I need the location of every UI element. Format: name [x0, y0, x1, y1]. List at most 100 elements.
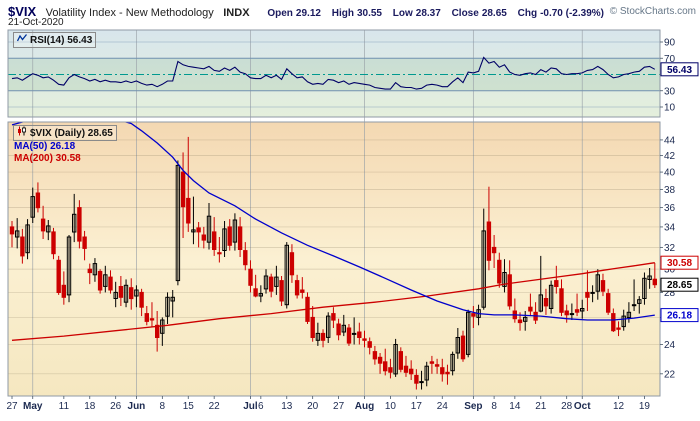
svg-text:8: 8 — [491, 401, 497, 412]
svg-text:22: 22 — [209, 401, 221, 412]
candle-body — [429, 361, 435, 364]
price-legend-box: $VIX (Daily) 28.65 — [13, 125, 117, 141]
candle-body — [9, 226, 15, 235]
rsi-legend: RSI(14) 56.43 — [13, 32, 97, 48]
x-axis-labels: 27 May 11 18 26 Jun 8 15 22 Jul 6 13 20 27 Aug 10 17 24 Se… — [6, 396, 650, 412]
candle-body — [144, 313, 150, 322]
svg-text:Jul: Jul — [243, 401, 258, 412]
candle-body — [548, 284, 554, 309]
candle-body — [289, 252, 295, 276]
svg-text:38: 38 — [664, 185, 676, 196]
candle-body — [87, 268, 92, 274]
candle-body — [507, 274, 512, 307]
svg-text:30.58: 30.58 — [667, 258, 692, 269]
chg-label: Chg — [517, 8, 538, 19]
low-label: Low — [392, 8, 413, 19]
candle-body — [554, 280, 559, 288]
candle-body — [56, 259, 61, 293]
svg-text:40: 40 — [664, 168, 676, 179]
candle-body — [77, 207, 82, 242]
candle-body — [237, 226, 243, 250]
svg-text:19: 19 — [639, 401, 651, 412]
svg-text:42: 42 — [664, 151, 676, 162]
open-label: Open — [267, 8, 293, 19]
ma200-legend-label: MA(200) 30.58 — [14, 153, 81, 164]
candle-body — [40, 218, 46, 232]
candle-body — [445, 371, 450, 375]
candle-body — [336, 323, 341, 336]
chart-date: 21-Oct-2020 — [8, 17, 64, 28]
candle-body — [455, 337, 461, 354]
candle-body — [253, 288, 258, 297]
candle-body — [502, 272, 507, 287]
candle-body — [82, 236, 87, 249]
candle-body — [341, 324, 347, 333]
title-row: $VIX Volatility Index - New Methodology … — [8, 3, 250, 21]
candle-body — [72, 213, 77, 233]
svg-text:24: 24 — [437, 401, 449, 412]
candle-body — [585, 291, 590, 298]
candle-body — [103, 274, 108, 287]
stockcharts-copyright-link[interactable]: © StockCharts.com — [609, 6, 696, 17]
candle-body — [315, 332, 321, 341]
svg-text:18: 18 — [84, 401, 96, 412]
rsi-last-value-badge — [660, 62, 699, 77]
candle-body — [538, 294, 543, 312]
candle-body — [543, 298, 549, 307]
exchange: INDX — [223, 7, 250, 19]
ma200-line — [11, 262, 655, 341]
svg-text:22: 22 — [664, 369, 676, 380]
candle-body — [66, 236, 72, 296]
candle-body — [595, 274, 600, 292]
svg-text:21: 21 — [535, 401, 547, 412]
symbol: $VIX — [8, 4, 37, 19]
candle-body — [434, 364, 440, 367]
candle-body — [652, 278, 657, 286]
candle-body — [212, 231, 217, 250]
candle-body — [294, 280, 300, 296]
candle-body — [248, 268, 253, 286]
candle-body — [481, 230, 486, 308]
svg-text:32: 32 — [664, 243, 676, 254]
svg-text:Aug: Aug — [355, 401, 374, 412]
candle-body — [139, 291, 144, 308]
candle-body — [331, 313, 336, 321]
svg-text:90: 90 — [664, 38, 676, 49]
svg-text:56.43: 56.43 — [667, 65, 692, 76]
close-value: 28.65 — [481, 8, 507, 19]
candle-body — [393, 344, 398, 375]
svg-text:14: 14 — [509, 401, 521, 412]
candle-body — [310, 316, 315, 338]
candle-body — [243, 250, 248, 266]
candle-body — [403, 365, 409, 373]
svg-text:13: 13 — [281, 401, 293, 412]
candle-body — [217, 252, 222, 255]
candle-body — [631, 304, 637, 307]
candle-body — [232, 219, 238, 243]
ma50-line — [11, 122, 655, 321]
candle-body — [523, 316, 528, 322]
candle-body — [20, 236, 25, 257]
candle-body — [466, 311, 471, 355]
close-label: Close — [451, 8, 479, 19]
candle-body — [569, 313, 575, 316]
candle-body — [616, 327, 621, 330]
candle-body — [637, 299, 642, 304]
candle-body — [201, 234, 207, 241]
candle-body — [398, 351, 404, 370]
candle-body — [559, 288, 564, 313]
candle-body — [129, 287, 134, 300]
svg-text:10: 10 — [664, 103, 676, 114]
candle-body — [269, 276, 274, 292]
candle-body — [186, 197, 191, 224]
candle-body — [574, 309, 580, 313]
candle-body — [123, 284, 129, 303]
candle-body — [642, 277, 647, 299]
candle-body — [377, 356, 383, 364]
candle-body — [424, 365, 429, 381]
low-value: 28.37 — [415, 8, 441, 19]
high-label: High — [331, 8, 354, 19]
candle-body — [320, 332, 326, 341]
candle-body — [108, 276, 113, 291]
